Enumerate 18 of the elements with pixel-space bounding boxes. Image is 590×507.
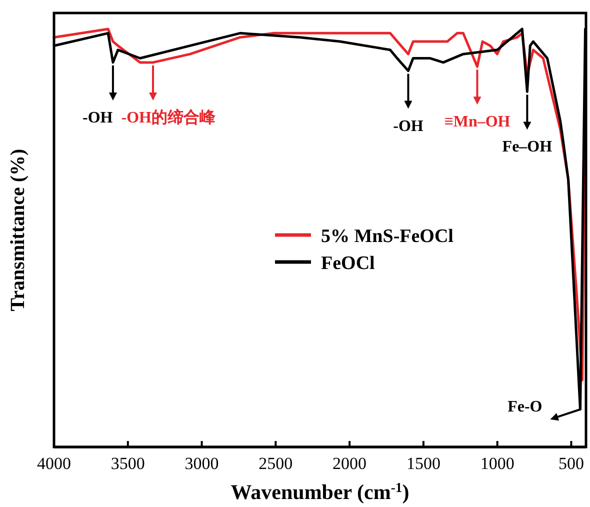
x-tick-label: 2000 xyxy=(332,454,367,474)
annotation: -OH的缔合峰 xyxy=(121,108,216,126)
legend-label: 5% MnS-FeOCl xyxy=(321,226,454,247)
annotation: -OH xyxy=(82,109,114,126)
x-tick-label: 4000 xyxy=(37,454,71,474)
x-tick-label: 1000 xyxy=(480,454,514,474)
annotation: ≡Mn–OH xyxy=(444,114,511,131)
x-tick-label: 1500 xyxy=(406,454,440,474)
annotation: -OH xyxy=(393,118,424,135)
x-tick-label: 3500 xyxy=(110,454,145,474)
x-tick-label: 500 xyxy=(558,454,584,474)
y-axis-title: Transmittance (%) xyxy=(7,148,29,312)
x-tick-label: 2500 xyxy=(258,454,293,474)
x-tick-label: 3000 xyxy=(184,454,219,474)
legend-label: FeOCl xyxy=(321,253,375,274)
annotation: Fe-O xyxy=(508,398,542,416)
x-axis-title: Wavenumber (cm$^{-1}$) xyxy=(230,480,410,504)
annotation: Fe–OH xyxy=(502,138,553,156)
